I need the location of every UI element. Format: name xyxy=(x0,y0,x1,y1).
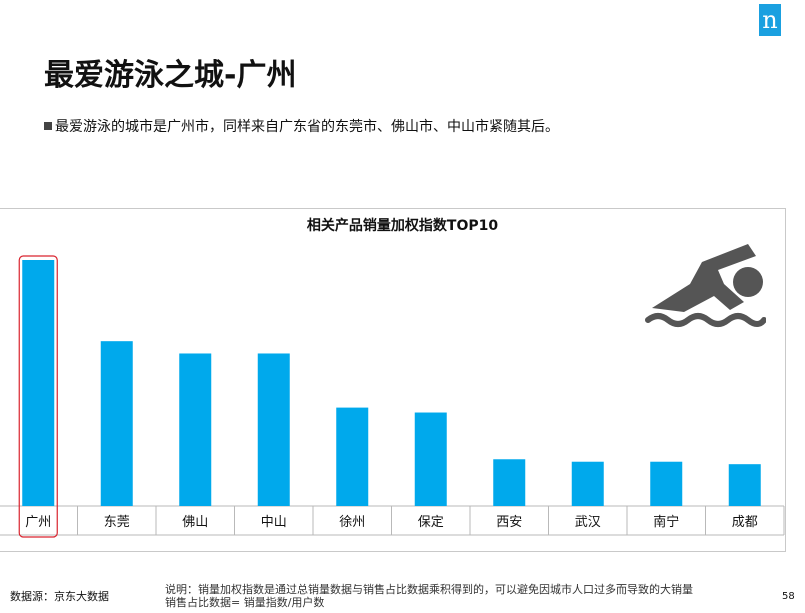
page-title: 最爱游泳之城-广州 xyxy=(44,58,297,93)
tick-label-6: 西安 xyxy=(496,515,522,530)
bar-4 xyxy=(336,407,369,506)
tick-label-5: 保定 xyxy=(418,515,444,530)
bar-6 xyxy=(493,459,526,506)
brand-logo: n xyxy=(759,4,781,36)
bar-chart: 广州 东莞 佛山 中山 徐州 保定 西安 武汉 南宁 成都 xyxy=(0,255,785,538)
bar-5 xyxy=(414,412,447,506)
footnote-line-2: 销售占比数据= 销量指数/用户数 xyxy=(165,596,325,609)
bar-2 xyxy=(179,353,212,506)
chart-title: 相关产品销量加权指数TOP10 xyxy=(306,218,499,234)
bar-3 xyxy=(257,353,290,506)
bullet-point: 最爱游泳的城市是广州市，同样来自广东省的东莞市、佛山市、中山市紧随其后。 xyxy=(44,116,559,136)
bar-0 xyxy=(22,260,55,506)
highlight-box xyxy=(18,255,58,538)
tick-label-2: 佛山 xyxy=(182,515,208,530)
swimmer-icon xyxy=(645,244,766,327)
bar-1 xyxy=(100,341,133,506)
bar-8 xyxy=(650,461,683,506)
tick-label-3: 中山 xyxy=(261,515,287,530)
bar-7 xyxy=(571,461,604,506)
tick-label-8: 南宁 xyxy=(653,514,679,530)
footnote: 说明：销量加权指数是通过总销量数据与销售占比数据乘积得到的，可以避免因城市人口过… xyxy=(165,583,745,609)
data-source: 数据源：京东大数据 xyxy=(10,590,109,603)
tick-label-0: 广州 xyxy=(25,515,51,530)
tick-label-9: 成都 xyxy=(732,515,758,530)
tick-label-4: 徐州 xyxy=(339,515,365,530)
bullet-text: 最爱游泳的城市是广州市，同样来自广东省的东莞市、佛山市、中山市紧随其后。 xyxy=(55,119,559,135)
tick-label-1: 东莞 xyxy=(104,515,130,530)
bar-9 xyxy=(728,464,761,506)
footnote-line-1: 说明：销量加权指数是通过总销量数据与销售占比数据乘积得到的，可以避免因城市人口过… xyxy=(165,583,693,596)
tick-label-7: 武汉 xyxy=(575,515,601,530)
bullet-square-icon xyxy=(44,122,52,130)
page-number: 58 xyxy=(782,591,795,602)
